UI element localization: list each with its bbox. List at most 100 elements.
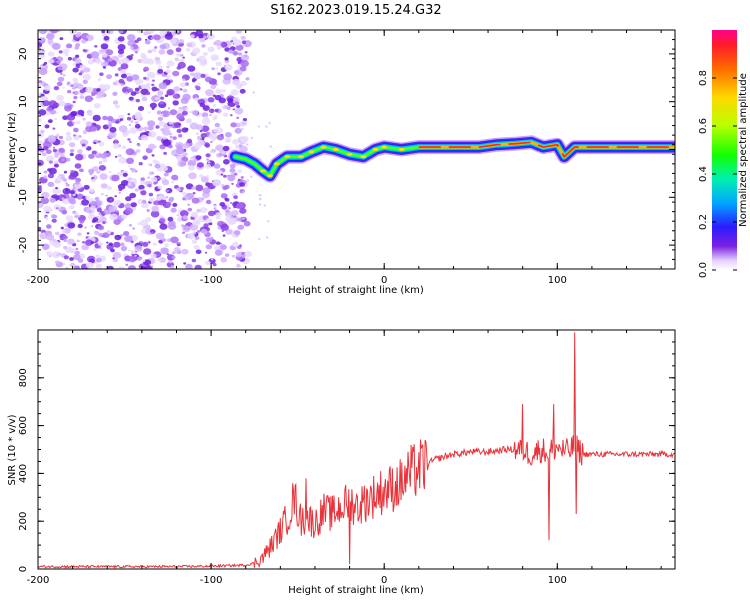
noise-cell bbox=[233, 172, 238, 176]
noise-cell bbox=[177, 61, 186, 69]
noise-cell bbox=[177, 123, 181, 126]
noise-cell bbox=[175, 141, 184, 149]
noise-cell bbox=[209, 114, 212, 116]
noise-cell bbox=[124, 235, 133, 243]
noise-cell bbox=[236, 116, 240, 120]
noise-cell bbox=[137, 58, 143, 64]
noise-cell bbox=[128, 255, 137, 263]
noise-cell bbox=[196, 135, 202, 140]
noise-cell bbox=[108, 242, 113, 246]
noise-cell bbox=[106, 74, 113, 80]
noise-cell bbox=[78, 72, 83, 76]
noise-cell bbox=[180, 97, 189, 104]
noise-cell bbox=[180, 54, 184, 57]
noise-cell bbox=[258, 203, 262, 206]
noise-cell bbox=[159, 44, 167, 50]
noise-cell bbox=[107, 231, 112, 234]
noise-cell bbox=[142, 155, 148, 160]
noise-cell bbox=[125, 148, 135, 156]
x-tick-label: 0 bbox=[381, 575, 387, 586]
noise-cell bbox=[90, 51, 100, 59]
noise-cell bbox=[113, 219, 121, 226]
noise-cell bbox=[118, 53, 124, 58]
noise-cell bbox=[75, 33, 81, 38]
noise-cell bbox=[232, 108, 236, 111]
noise-cell bbox=[106, 241, 109, 244]
noise-cell bbox=[57, 76, 65, 82]
noise-cell bbox=[205, 260, 211, 266]
noise-cell bbox=[73, 127, 79, 133]
noise-cell bbox=[107, 124, 112, 128]
noise-cell bbox=[167, 254, 175, 261]
noise-cell bbox=[44, 124, 50, 129]
noise-cell bbox=[189, 122, 199, 130]
noise-cell bbox=[182, 225, 191, 233]
noise-cell bbox=[130, 120, 134, 123]
noise-cell bbox=[231, 210, 239, 216]
noise-cell bbox=[38, 80, 43, 84]
noise-cell bbox=[191, 79, 196, 83]
noise-cell bbox=[225, 229, 233, 235]
noise-cell bbox=[97, 225, 105, 231]
noise-cell bbox=[74, 215, 78, 218]
noise-cell bbox=[143, 66, 150, 72]
x-tick-label: 100 bbox=[548, 575, 567, 586]
noise-cell bbox=[74, 163, 82, 169]
figure-title: S162.2023.019.15.24.G32 bbox=[270, 3, 441, 18]
noise-cell bbox=[102, 66, 106, 69]
noise-cell bbox=[82, 79, 88, 84]
noise-cell bbox=[221, 151, 225, 155]
noise-cell bbox=[230, 114, 233, 117]
noise-cell bbox=[252, 91, 255, 94]
noise-cell bbox=[90, 241, 95, 244]
noise-cell bbox=[150, 265, 154, 268]
noise-cell bbox=[142, 241, 149, 247]
noise-cell bbox=[208, 222, 213, 226]
ridge-hotspot bbox=[308, 150, 315, 154]
noise-cell bbox=[197, 82, 201, 86]
noise-cell bbox=[113, 201, 120, 207]
noise-cell bbox=[122, 132, 128, 137]
noise-cell bbox=[173, 86, 181, 92]
y-tick-label: -20 bbox=[18, 237, 29, 253]
noise-cell bbox=[193, 142, 202, 149]
noise-cell bbox=[72, 67, 79, 73]
noise-cell bbox=[265, 236, 269, 239]
noise-cell bbox=[101, 193, 104, 196]
noise-cell bbox=[158, 257, 166, 263]
noise-cell bbox=[47, 119, 53, 124]
noise-cell bbox=[224, 57, 229, 61]
noise-cell bbox=[152, 79, 155, 82]
noise-cell bbox=[127, 88, 134, 93]
noise-cell bbox=[140, 190, 147, 196]
noise-cell bbox=[214, 108, 219, 113]
noise-cell bbox=[234, 101, 240, 106]
noise-cell bbox=[151, 48, 157, 53]
noise-cell bbox=[77, 109, 85, 116]
noise-cell bbox=[48, 58, 55, 64]
noise-cell bbox=[75, 180, 80, 185]
noise-cell bbox=[215, 127, 224, 134]
noise-cell bbox=[232, 138, 240, 145]
noise-cell bbox=[61, 229, 66, 234]
noise-cell bbox=[52, 148, 58, 153]
noise-cell bbox=[99, 246, 102, 250]
noise-cell bbox=[79, 168, 84, 173]
noise-cell bbox=[138, 162, 143, 166]
noise-cell bbox=[62, 198, 70, 205]
noise-cell bbox=[96, 170, 101, 174]
noise-cell bbox=[101, 30, 106, 34]
noise-cell bbox=[140, 177, 145, 181]
noise-cell bbox=[42, 243, 50, 250]
noise-cell bbox=[211, 148, 217, 153]
noise-cell bbox=[58, 100, 66, 107]
noise-cell bbox=[92, 114, 101, 122]
noise-cell bbox=[151, 154, 155, 157]
noise-cell bbox=[69, 190, 76, 195]
noise-cell bbox=[220, 193, 228, 199]
noise-cell bbox=[63, 239, 67, 243]
noise-cell bbox=[148, 192, 154, 197]
noise-cell bbox=[169, 38, 177, 44]
noise-cell bbox=[75, 54, 80, 58]
